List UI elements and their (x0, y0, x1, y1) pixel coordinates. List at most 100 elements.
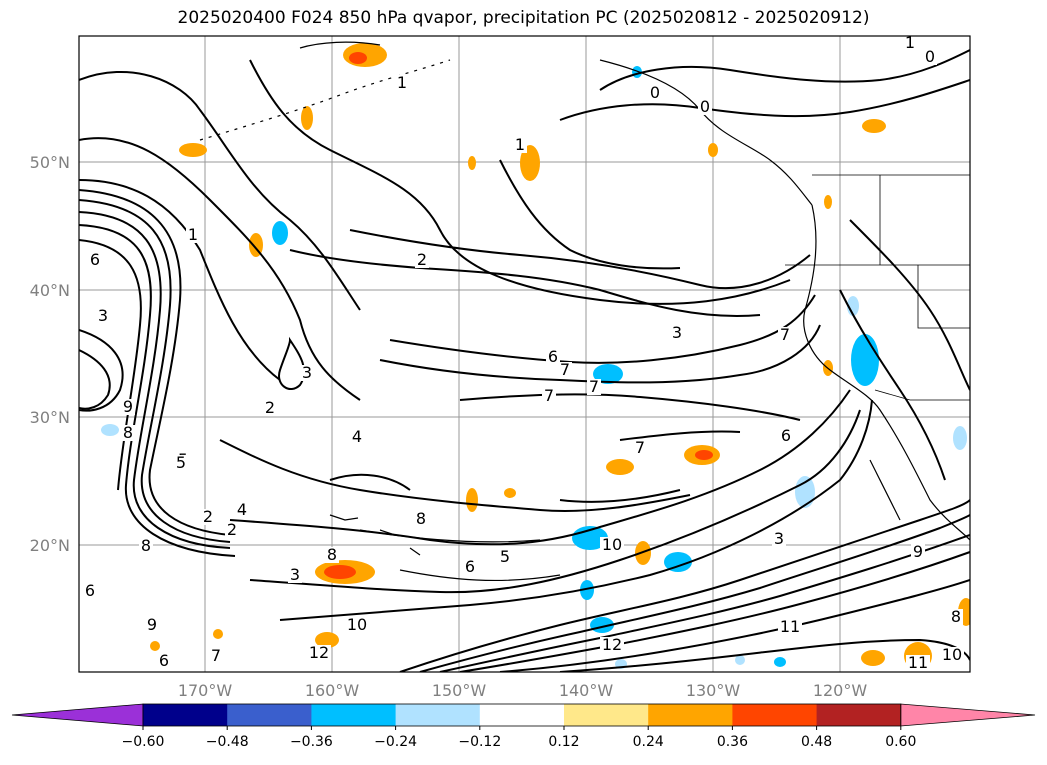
precip-blob (468, 156, 476, 170)
colorbar-segment (311, 704, 396, 726)
lon-label: 140°W (559, 681, 614, 700)
precip-blob (795, 476, 815, 508)
precip-blob (150, 641, 160, 651)
contour-label: 7 (560, 360, 570, 379)
contour-label: 8 (951, 607, 961, 626)
contour-label: 1 (188, 225, 198, 244)
precip-blob (695, 450, 713, 460)
contour-label: 4 (237, 500, 247, 519)
contour-label: 8 (123, 423, 133, 442)
contour-label: 2 (417, 250, 427, 269)
precip-blob (349, 52, 367, 64)
contour-label: 12 (309, 643, 329, 662)
contour-label: 6 (90, 250, 100, 269)
contour-label: 6 (781, 426, 791, 445)
colorbar-tick-label: −0.60 (122, 734, 165, 750)
contour-label: 5 (500, 547, 510, 566)
lat-label: 30°N (30, 408, 70, 427)
contour-label: 7 (544, 386, 554, 405)
longitude-labels: 170°W 160°W 150°W 140°W 130°W 120°W (178, 681, 868, 700)
lat-label: 50°N (30, 153, 70, 172)
contour-label: 8 (416, 509, 426, 528)
lon-label: 130°W (686, 681, 741, 700)
lat-label: 40°N (30, 281, 70, 300)
precip-blob (101, 424, 119, 436)
colorbar-segment (648, 704, 733, 726)
colorbar-segment (480, 704, 565, 726)
precip-blob (213, 629, 223, 639)
precip-blob (851, 334, 879, 386)
contour-label: 1 (515, 135, 525, 154)
contour-label: 9 (123, 397, 133, 416)
colorbar-extend-low (12, 704, 143, 726)
lon-label: 150°W (432, 681, 487, 700)
contour-label: 11 (780, 617, 800, 636)
contour-label: 3 (98, 306, 108, 325)
contour-label: 3 (774, 529, 784, 548)
precip-blob (272, 221, 288, 245)
colorbar-tick-label: 0.60 (885, 734, 916, 750)
colorbar-segment (227, 704, 312, 726)
latitude-labels: 50°N 40°N 30°N 20°N (30, 153, 70, 555)
contour-label: 3 (672, 323, 682, 342)
precip-blob (862, 119, 886, 133)
lon-label: 120°W (813, 681, 868, 700)
contour-label: 1 (397, 73, 407, 92)
colorbar-tick-label: −0.36 (290, 734, 333, 750)
precip-blob (824, 195, 832, 209)
contour-label: 7 (211, 646, 221, 665)
precip-blob (735, 655, 745, 665)
contour-label: 9 (913, 542, 923, 561)
colorbar-tick-label: 0.36 (717, 734, 748, 750)
map-frame-background (79, 36, 970, 672)
colorbar-extend-high (901, 704, 1035, 726)
precip-blob (179, 143, 207, 157)
contour-label: 4 (352, 427, 362, 446)
contour-label: 2 (265, 398, 275, 417)
precip-blob (953, 426, 967, 450)
colorbar-tick-label: 0.48 (801, 734, 832, 750)
precip-blob (324, 565, 356, 579)
contour-label: 10 (602, 535, 622, 554)
colorbar-segment (564, 704, 649, 726)
contour-label: 8 (327, 545, 337, 564)
contour-label: 5 (176, 453, 186, 472)
precip-blob (606, 459, 634, 475)
precip-blob (466, 488, 478, 512)
precip-blob (708, 143, 718, 157)
contour-label: 6 (548, 347, 558, 366)
colorbar-segment (396, 704, 481, 726)
colorbar-segment (732, 704, 817, 726)
colorbar-segment (817, 704, 902, 726)
contour-label: 0 (700, 97, 710, 116)
contour-label: 8 (141, 536, 151, 555)
contour-label: 2 (227, 520, 237, 539)
lon-label: 170°W (178, 681, 233, 700)
colorbar-tick-label: −0.48 (206, 734, 249, 750)
colorbar-tick-label: −0.12 (458, 734, 501, 750)
precip-blob (504, 488, 516, 498)
colorbar: −0.60 −0.48 −0.36 −0.24 −0.12 0.12 0.24 0.36 0.4… (12, 704, 1035, 750)
contour-label: 6 (465, 557, 475, 576)
colorbar-segment (143, 704, 228, 726)
contour-label: 0 (925, 47, 935, 66)
precip-blob (774, 657, 786, 667)
contour-label: 2 (203, 507, 213, 526)
colorbar-tick-label: −0.24 (374, 734, 417, 750)
contour-label: 10 (942, 645, 962, 664)
contour-label: 6 (85, 581, 95, 600)
contour-label: 10 (347, 615, 367, 634)
colorbar-tick-label: 0.24 (633, 734, 664, 750)
lat-label: 20°N (30, 536, 70, 555)
colorbar-tick-label: 0.12 (548, 734, 579, 750)
contour-label: 7 (635, 438, 645, 457)
precip-blob (301, 106, 313, 130)
precip-blob (861, 650, 885, 666)
contour-label: 3 (290, 565, 300, 584)
contour-label: 3 (302, 363, 312, 382)
contour-label: 11 (908, 653, 928, 672)
contour-label: 7 (589, 377, 599, 396)
contour-label: 9 (147, 615, 157, 634)
lon-label: 160°W (305, 681, 360, 700)
